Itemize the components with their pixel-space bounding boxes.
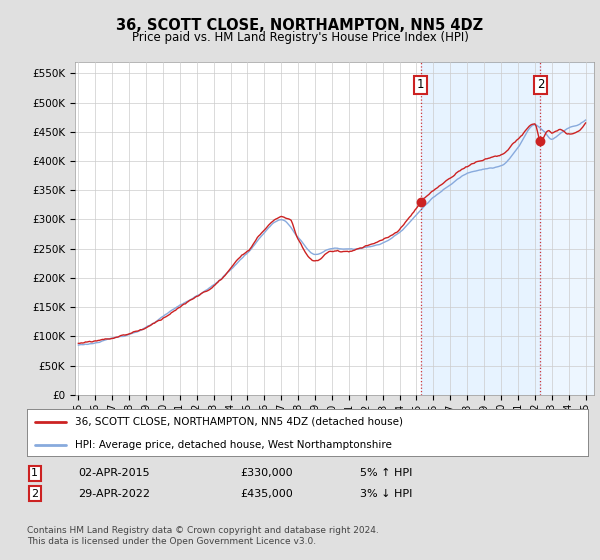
Text: Contains HM Land Registry data © Crown copyright and database right 2024.
This d: Contains HM Land Registry data © Crown c… xyxy=(27,526,379,546)
Point xyxy=(416,198,425,207)
Text: 1: 1 xyxy=(417,78,424,91)
Text: 5% ↑ HPI: 5% ↑ HPI xyxy=(360,468,412,478)
Bar xyxy=(421,62,541,395)
Text: Price paid vs. HM Land Registry's House Price Index (HPI): Price paid vs. HM Land Registry's House … xyxy=(131,31,469,44)
Text: £330,000: £330,000 xyxy=(240,468,293,478)
Text: 02-APR-2015: 02-APR-2015 xyxy=(78,468,149,478)
Text: 2: 2 xyxy=(536,78,544,91)
Bar xyxy=(541,62,594,395)
Text: HPI: Average price, detached house, West Northamptonshire: HPI: Average price, detached house, West… xyxy=(74,440,392,450)
Point xyxy=(536,136,545,145)
Text: 29-APR-2022: 29-APR-2022 xyxy=(78,489,150,499)
Text: 2: 2 xyxy=(31,489,38,499)
Text: 36, SCOTT CLOSE, NORTHAMPTON, NN5 4DZ: 36, SCOTT CLOSE, NORTHAMPTON, NN5 4DZ xyxy=(116,18,484,34)
Text: 36, SCOTT CLOSE, NORTHAMPTON, NN5 4DZ (detached house): 36, SCOTT CLOSE, NORTHAMPTON, NN5 4DZ (d… xyxy=(74,417,403,427)
Text: 3% ↓ HPI: 3% ↓ HPI xyxy=(360,489,412,499)
Text: £435,000: £435,000 xyxy=(240,489,293,499)
Text: 1: 1 xyxy=(31,468,38,478)
